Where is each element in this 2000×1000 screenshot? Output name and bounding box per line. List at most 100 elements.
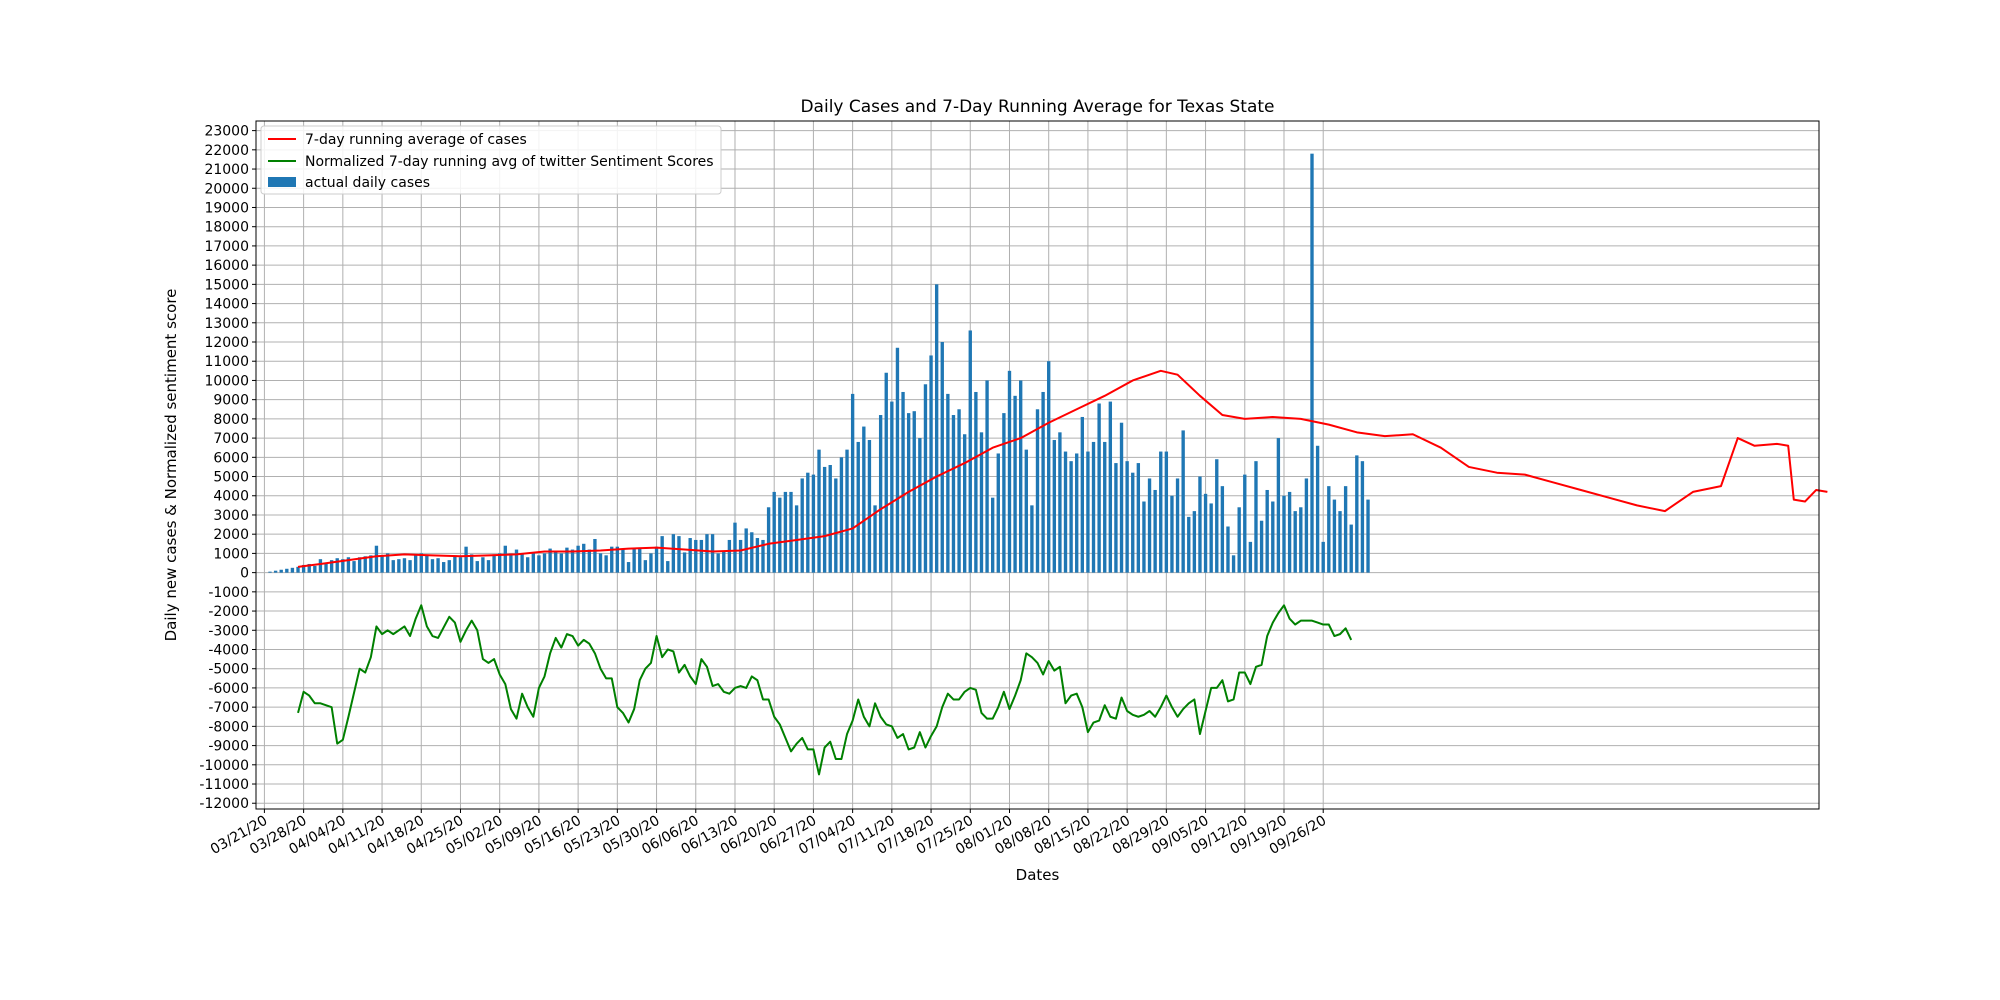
daily-cases-bar (453, 555, 457, 573)
daily-cases-bar (1170, 495, 1174, 573)
daily-cases-bar (682, 552, 687, 573)
daily-cases-bar (385, 553, 390, 573)
daily-cases-bar (503, 545, 507, 573)
daily-cases-bar (856, 441, 860, 573)
daily-cases-bar (514, 549, 519, 573)
daily-cases-bar (413, 554, 418, 573)
daily-cases-bar (1041, 391, 1045, 573)
daily-cases-bar (374, 545, 379, 573)
daily-cases-bar (694, 539, 698, 573)
daily-cases-bar (565, 547, 569, 573)
daily-cases-bar (923, 384, 928, 573)
daily-cases-bar (626, 562, 631, 573)
daily-cases-bar (419, 553, 423, 573)
y-tick-label: 2000 (213, 527, 249, 543)
daily-cases-bar (402, 558, 407, 573)
daily-cases-bar (1019, 380, 1023, 573)
daily-cases-bar (1175, 478, 1180, 573)
daily-cases-bar (649, 553, 653, 573)
daily-cases-bar (1198, 476, 1202, 573)
daily-cases-bar (912, 411, 916, 573)
daily-cases-bar (850, 393, 855, 573)
daily-cases-bar (1181, 430, 1185, 573)
y-tick-label: 23000 (204, 124, 249, 140)
daily-cases-bar (391, 560, 395, 573)
daily-cases-bar (1332, 499, 1337, 573)
y-tick-label: 10000 (204, 373, 249, 389)
daily-cases-bar (604, 555, 608, 573)
daily-cases-bar (1276, 438, 1281, 573)
y-tick-label: 15000 (204, 277, 249, 293)
daily-cases-bar (570, 549, 575, 573)
daily-cases-bar (537, 555, 541, 573)
daily-cases-bar (671, 534, 676, 573)
daily-cases-bar (621, 549, 625, 573)
daily-cases-bar (1310, 153, 1314, 573)
bars (268, 153, 1370, 573)
daily-cases-bar (845, 449, 849, 573)
daily-cases-bar (800, 478, 804, 573)
daily-cases-bar (828, 465, 832, 573)
daily-cases-bar (430, 559, 435, 573)
daily-cases-bar (1125, 461, 1129, 573)
daily-cases-bar (862, 426, 866, 573)
y-tick-label: 3000 (213, 508, 249, 524)
daily-cases-bar (301, 564, 306, 573)
y-tick-label: 11000 (204, 354, 249, 370)
legend-swatch-daily-cases (268, 177, 296, 187)
plot-frame (255, 120, 1820, 810)
y-tick-label: 13000 (204, 316, 249, 332)
daily-cases-bar (934, 284, 939, 573)
daily-cases-bar (1366, 499, 1370, 573)
daily-cases-bar (1327, 486, 1331, 573)
daily-cases-bar (1265, 489, 1269, 573)
daily-cases-bar (548, 548, 552, 573)
daily-cases-bar (1299, 507, 1303, 573)
daily-cases-bar (441, 562, 446, 573)
daily-cases-bar (1007, 370, 1012, 573)
daily-cases-bar (1226, 526, 1230, 573)
daily-cases-bar (542, 553, 547, 573)
daily-cases-bar (705, 534, 709, 573)
daily-cases-bar (615, 546, 620, 573)
daily-cases-bar (1237, 507, 1241, 573)
daily-cases-bar (744, 528, 748, 573)
daily-cases-bar (783, 491, 788, 573)
y-tick-label: 7000 (213, 431, 249, 447)
daily-cases-bar (750, 532, 754, 573)
daily-cases-bar (1153, 489, 1157, 573)
y-tick-label: -7000 (208, 700, 249, 716)
y-tick-label: -5000 (208, 662, 249, 678)
daily-cases-bar (285, 568, 289, 573)
legend-label-avg-cases: 7-day running average of cases (305, 132, 527, 148)
daily-cases-bar (1047, 361, 1051, 573)
y-tick-label: -10000 (199, 758, 249, 774)
daily-cases-bar (1086, 451, 1090, 573)
y-axis-title: Daily new cases & Normalized sentiment s… (162, 289, 180, 642)
y-tick-label: -2000 (208, 604, 249, 620)
daily-cases-bar (1349, 524, 1353, 573)
daily-cases-bar (498, 553, 502, 573)
daily-cases-bar (761, 539, 765, 573)
daily-cases-bar (1271, 501, 1275, 573)
daily-cases-bar (307, 563, 311, 573)
daily-cases-bar (509, 553, 513, 573)
daily-cases-bar (1338, 511, 1342, 573)
daily-cases-bar (1293, 511, 1297, 573)
daily-cases-bar (335, 558, 339, 573)
y-tick-label: 4000 (213, 489, 249, 505)
daily-cases-bar (839, 457, 844, 573)
chart-title: Daily Cases and 7-Day Running Average fo… (800, 97, 1274, 117)
daily-cases-bar (1069, 461, 1073, 573)
daily-cases-bar (1231, 555, 1236, 573)
daily-cases-bar (895, 347, 900, 573)
daily-cases-bar (1360, 461, 1365, 573)
daily-cases-bar (1343, 486, 1348, 573)
daily-cases-bar (520, 554, 524, 573)
daily-cases-bar (806, 472, 810, 573)
daily-cases-bar (1108, 401, 1113, 573)
daily-cases-bar (1203, 493, 1208, 573)
daily-cases-bar (962, 434, 967, 573)
daily-cases-bar (1243, 474, 1247, 573)
